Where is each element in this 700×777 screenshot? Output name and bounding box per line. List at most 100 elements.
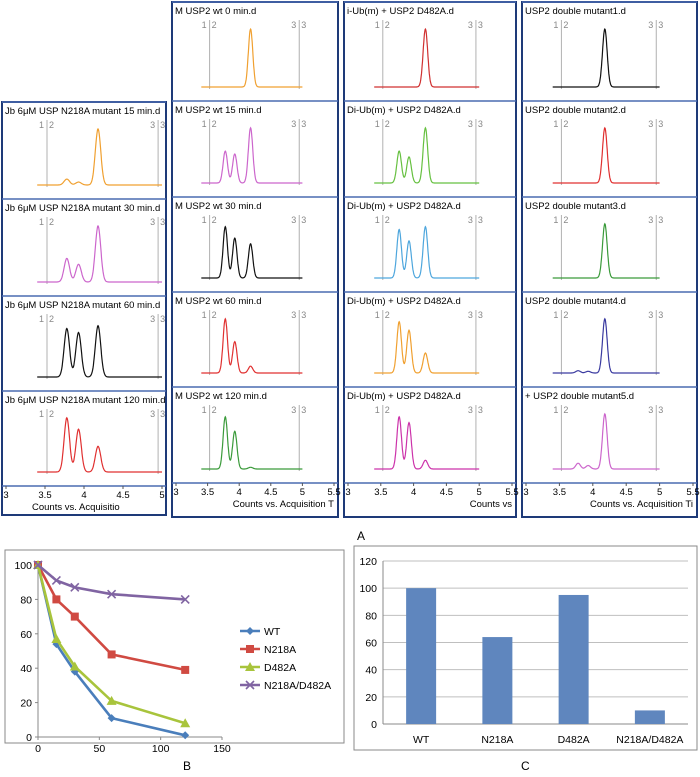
trace-marker-label: 1: [39, 120, 44, 130]
trace-marker-label: 1: [375, 20, 380, 30]
trace-marker-label: 2: [385, 119, 390, 129]
trace-marker-label: 3: [291, 310, 296, 320]
chart-b-point: [245, 680, 255, 690]
trace-marker-label: 3: [658, 215, 663, 225]
trace-curve: [37, 224, 162, 283]
trace-axis-title: Counts vs: [470, 499, 512, 510]
chart-c-y-tick-label: 40: [365, 665, 377, 677]
trace-marker-label: 3: [291, 215, 296, 225]
trace-marker-label: 3: [468, 215, 473, 225]
chart-b-point: [52, 595, 61, 604]
trace-marker-label: 3: [648, 405, 653, 415]
trace-marker-label: 3: [478, 215, 483, 225]
trace-marker-label: 2: [212, 310, 217, 320]
trace-curve: [552, 317, 660, 374]
chart-b-point: [106, 695, 117, 705]
trace-axis-tick-label: 4: [411, 487, 416, 498]
trace-cell-title: M USP2 wt 60 min.d: [175, 296, 262, 307]
trace-marker-label: 2: [385, 215, 390, 225]
trace-cell-title: Di-Ub(m) + USP2 D482A.d: [347, 296, 461, 307]
trace-cell-title: USP2 double mutant3.d: [525, 201, 626, 212]
chart-b-point: [107, 589, 117, 599]
trace-marker-label: 1: [39, 314, 44, 324]
trace-marker-label: 2: [385, 310, 390, 320]
trace-axis-title: Counts vs. Acquisition T: [233, 499, 334, 510]
trace-marker-label: 3: [301, 405, 306, 415]
trace-marker-label: 3: [160, 120, 165, 130]
trace-axis-tick-label: 5: [477, 487, 482, 498]
trace-marker-label: 1: [375, 310, 380, 320]
trace-axis-tick-label: 4.5: [620, 487, 633, 498]
trace-cell-title: M USP2 wt 15 min.d: [175, 105, 262, 116]
trace-axis-tick-label: 3: [523, 487, 528, 498]
chart-c-category-label: D482A: [558, 734, 590, 746]
trace-axis-tick-label: 4: [590, 487, 595, 498]
trace-marker-label: 2: [49, 409, 54, 419]
bar-chart-panel-c: 0 20 40 60 80 100 120 WT N218A D482A N218A/D482A: [353, 545, 698, 751]
trace-marker-label: 3: [658, 310, 663, 320]
chart-c-y-tick-label: 120: [359, 556, 377, 568]
chart-b-point: [107, 650, 116, 659]
chart-b-y-tick-label: 80: [20, 594, 32, 606]
chart-b-point: [180, 594, 190, 604]
chart-b-point: [181, 731, 190, 740]
trace-marker-label: 2: [563, 20, 568, 30]
trace-marker-label: 2: [49, 120, 54, 130]
trace-curve: [374, 27, 480, 88]
trace-curve: [201, 415, 303, 470]
trace-marker-label: 3: [468, 20, 473, 30]
chart-b-point: [51, 575, 61, 586]
trace-marker-label: 3: [648, 119, 653, 129]
trace-marker-label: 2: [49, 314, 54, 324]
chart-c-bar: [406, 588, 437, 724]
trace-marker-label: 1: [202, 310, 207, 320]
trace-marker-label: 2: [212, 20, 217, 30]
panel-label-c: C: [521, 759, 530, 773]
trace-cell-title: M USP2 wt 30 min.d: [175, 201, 262, 212]
trace-cell-title: Di-Ub(m) + USP2 D482A.d: [347, 391, 461, 402]
trace-cell-title: Jb 6μM USP N218A mutant 15 min.d: [5, 106, 160, 117]
chart-b-x-tick-label: 150: [213, 743, 231, 755]
trace-axis-tick-label: 3.5: [553, 487, 566, 498]
trace-axis-tick-label: 5.5: [327, 487, 340, 498]
trace-marker-label: 1: [553, 310, 558, 320]
trace-marker-label: 3: [150, 217, 155, 227]
panel-label-a: A: [357, 529, 365, 543]
trace-marker-label: 1: [202, 215, 207, 225]
trace-axis-tick-label: 5: [159, 490, 164, 501]
chart-c-y-tick-label: 0: [371, 719, 377, 731]
trace-marker-label: 3: [478, 20, 483, 30]
trace-marker-label: 2: [212, 405, 217, 415]
chart-c-y-tick-label: 60: [365, 638, 377, 650]
chart-b-legend-label: WT: [264, 626, 281, 638]
trace-marker-label: 1: [39, 217, 44, 227]
chart-b-point: [70, 612, 79, 621]
chart-b-point: [180, 718, 191, 728]
trace-marker-label: 3: [658, 20, 663, 30]
trace-marker-label: 1: [375, 119, 380, 129]
trace-marker-label: 2: [212, 119, 217, 129]
trace-cell-title: Jb 6μM USP N218A mutant 120 min.d: [5, 395, 166, 406]
trace-cell-title: + USP2 double mutant5.d: [525, 391, 634, 402]
trace-curve: [374, 320, 480, 374]
trace-marker-label: 1: [553, 405, 558, 415]
trace-marker-label: 3: [648, 20, 653, 30]
trace-curve: [374, 415, 480, 470]
trace-marker-label: 2: [563, 310, 568, 320]
trace-marker-label: 1: [553, 20, 558, 30]
chart-b-point: [69, 661, 80, 671]
chart-b-legend-label: N218A: [264, 644, 296, 656]
chart-b-x-tick-label: 100: [152, 743, 170, 755]
trace-axis-tick-label: 5.5: [505, 487, 518, 498]
trace-marker-label: 2: [385, 405, 390, 415]
trace-cell-title: Jb 6μM USP N218A mutant 60 min.d: [5, 300, 160, 311]
trace-column-frame: [343, 1, 517, 518]
trace-marker-label: 2: [563, 405, 568, 415]
trace-marker-label: 1: [202, 405, 207, 415]
trace-curve: [374, 126, 480, 184]
chart-b-point: [107, 714, 116, 723]
trace-cell-title: USP2 double mutant2.d: [525, 105, 626, 116]
trace-marker-label: 3: [301, 20, 306, 30]
chart-c-category-label: N218A/D482A: [616, 734, 683, 746]
